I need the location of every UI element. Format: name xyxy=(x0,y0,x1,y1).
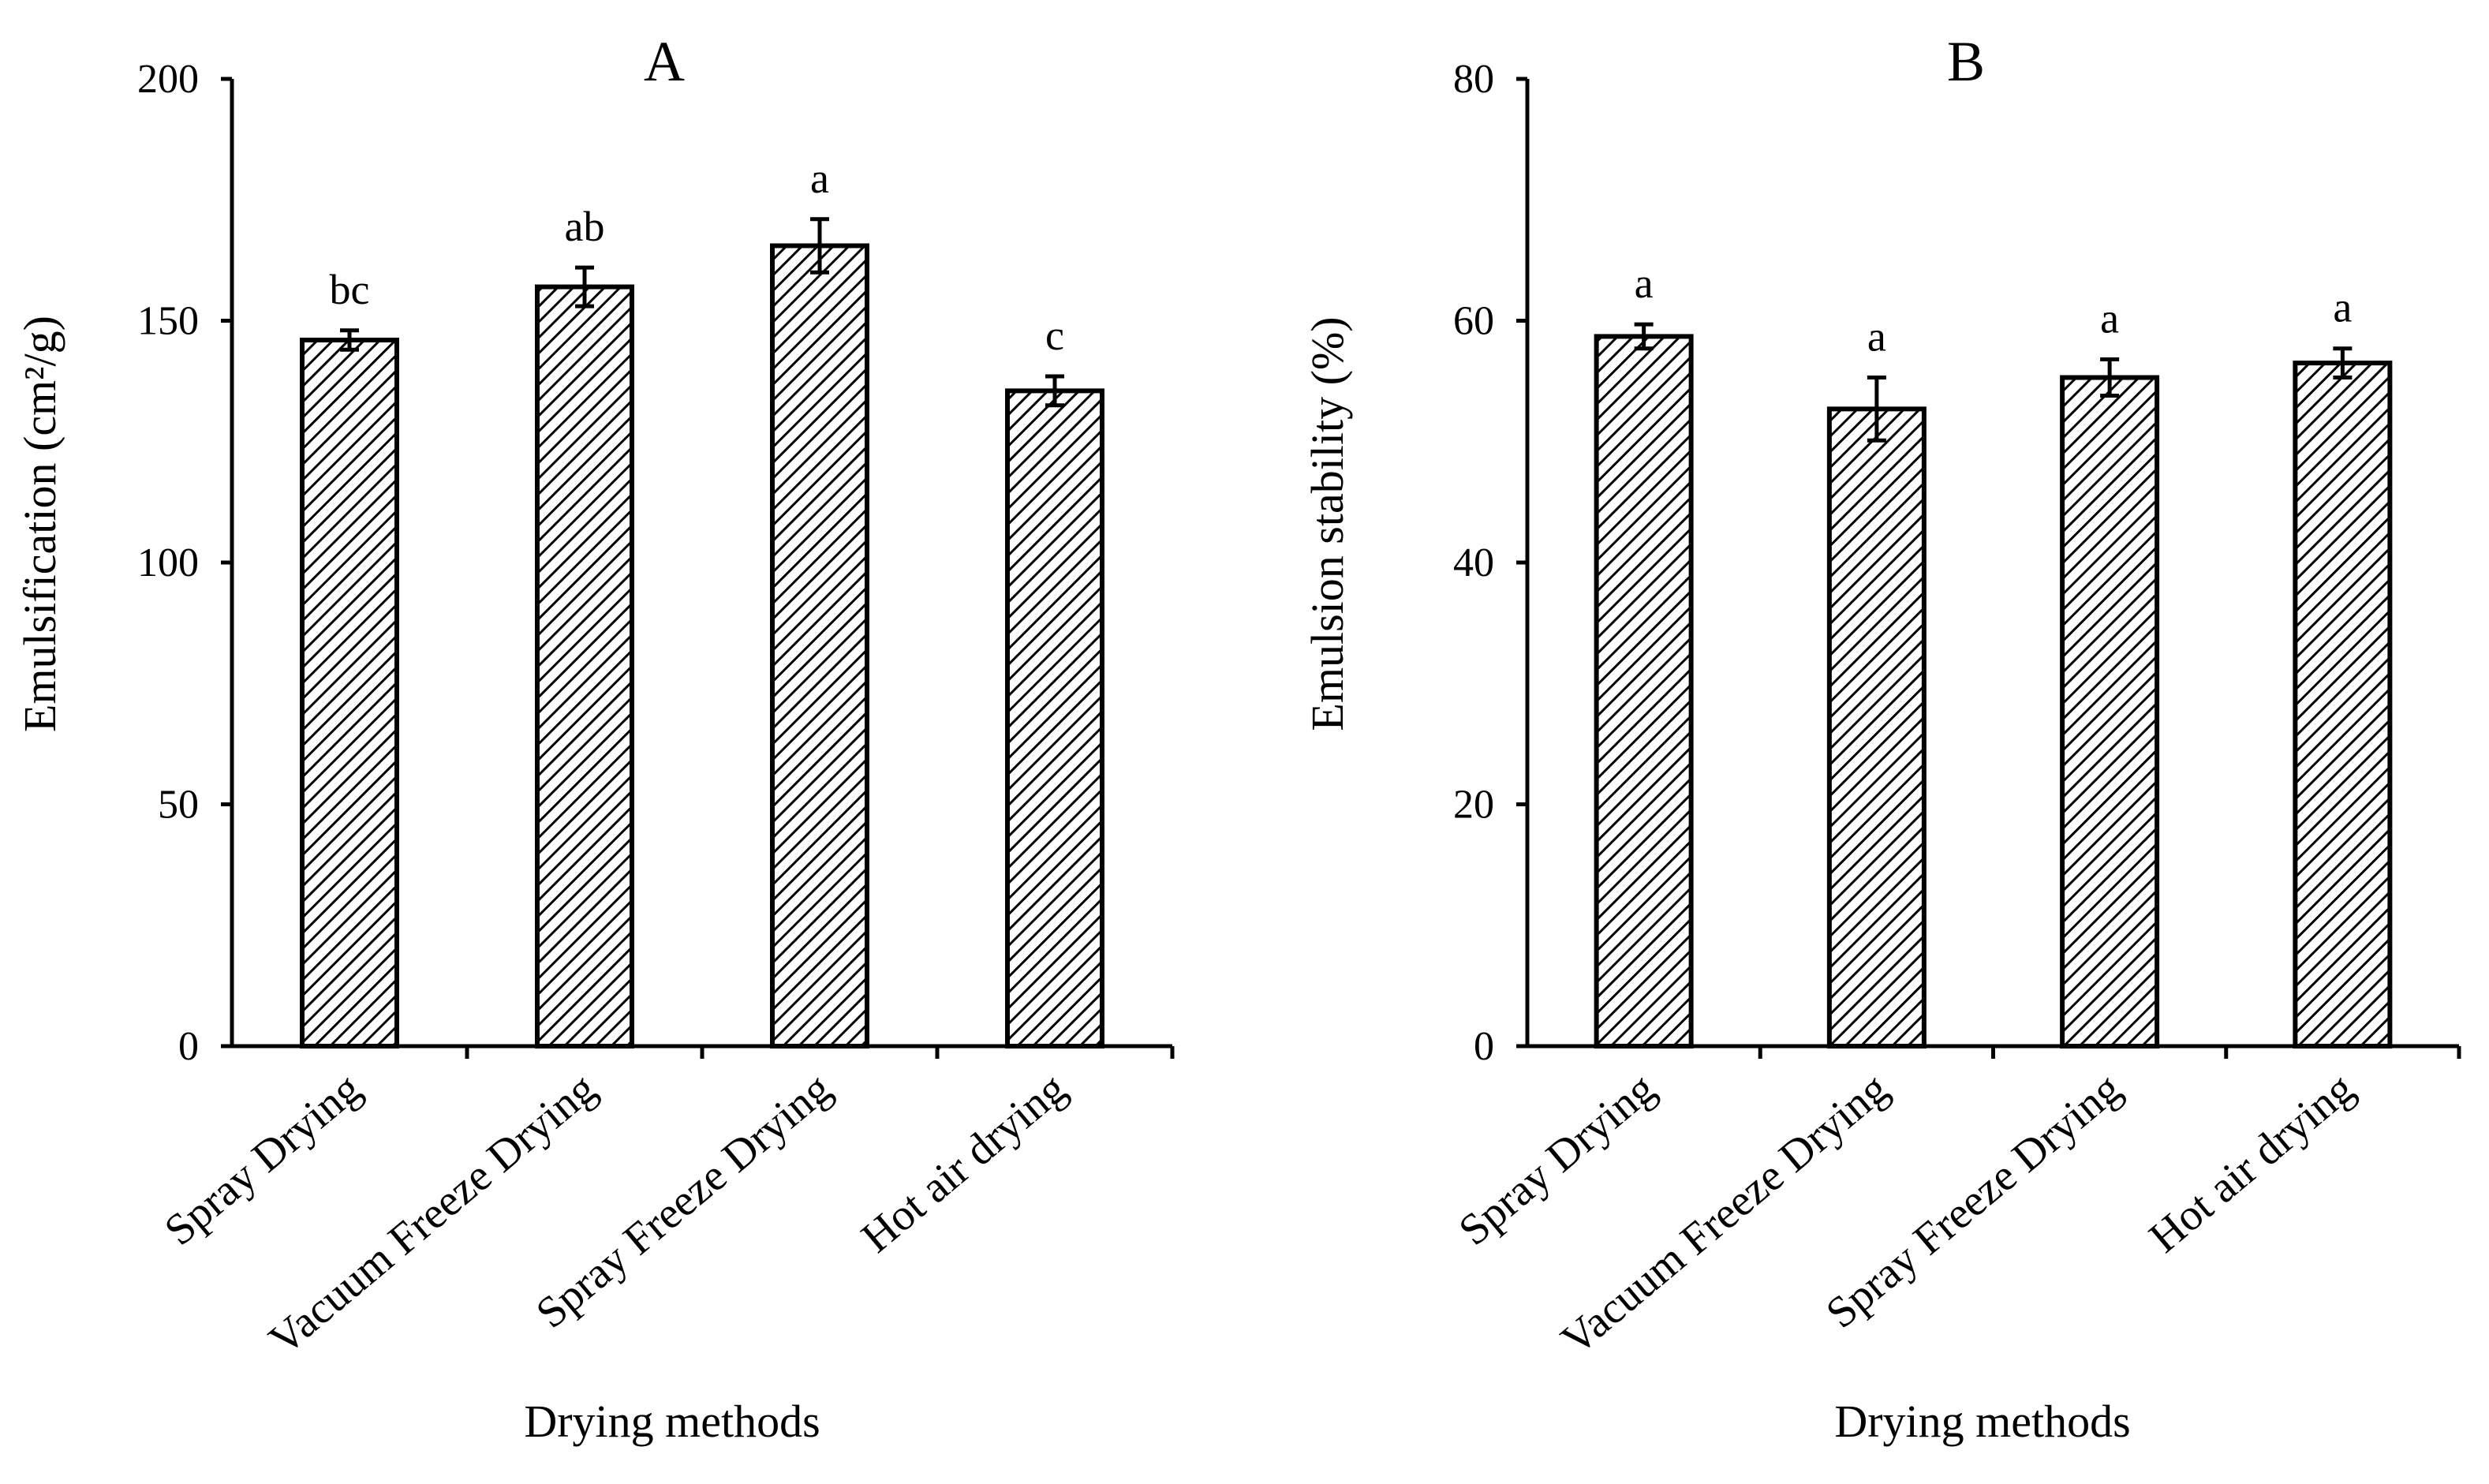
bars xyxy=(300,243,1104,1049)
category-label: Spray Drying xyxy=(1450,1063,1665,1254)
axes xyxy=(230,79,1172,1049)
y-axis-title: Emulsification (cm²/g) xyxy=(14,316,65,732)
significance-label: ab xyxy=(565,203,605,250)
error-bars xyxy=(1634,322,2353,443)
y-tick-label: 50 xyxy=(158,783,199,828)
panel-title: A xyxy=(644,30,685,93)
y-tick-label: 150 xyxy=(137,299,199,344)
significance-labels: a a a a xyxy=(1635,260,2353,360)
significance-label: a xyxy=(2100,295,2119,342)
y-tick-label: 200 xyxy=(137,57,199,102)
y-axis-ticks: 0 50 100 150 200 xyxy=(137,57,232,1069)
category-label: Hot air drying xyxy=(2140,1063,2364,1262)
significance-label: a xyxy=(1635,260,1654,307)
category-label: Hot air drying xyxy=(852,1063,1075,1262)
category-label: Spray Drying xyxy=(155,1063,370,1254)
bar xyxy=(300,338,399,1049)
y-axis-title: Emulsion stability (%) xyxy=(1302,316,1353,731)
bar xyxy=(1594,334,1694,1049)
y-tick-label: 0 xyxy=(1474,1024,1494,1069)
significance-label: bc xyxy=(330,266,370,313)
significance-label: c xyxy=(1045,312,1064,359)
bar xyxy=(1826,406,1927,1049)
bars xyxy=(1594,334,2393,1049)
x-axis-title: Drying methods xyxy=(524,1396,820,1447)
y-tick-label: 20 xyxy=(1453,783,1494,828)
y-tick-label: 80 xyxy=(1453,57,1494,102)
panel-a: A Emulsification (cm²/g) Drying methods … xyxy=(14,30,1175,1447)
bar xyxy=(770,243,869,1049)
x-axis-ticks xyxy=(465,1046,1175,1059)
bar xyxy=(535,284,634,1049)
y-tick-label: 0 xyxy=(178,1024,199,1069)
x-axis-title: Drying methods xyxy=(1834,1396,2130,1447)
bar xyxy=(1005,388,1104,1049)
bar xyxy=(2060,375,2160,1049)
x-axis-ticks xyxy=(1758,1046,2461,1059)
y-axis-ticks: 0 20 40 60 80 xyxy=(1453,57,1527,1069)
bar xyxy=(2293,361,2393,1049)
panel-b: B Emulsion stability (%) Drying methods … xyxy=(1302,30,2461,1447)
significance-label: a xyxy=(810,155,829,202)
y-tick-label: 40 xyxy=(1453,540,1494,585)
error-bars xyxy=(340,217,1064,408)
y-tick-label: 100 xyxy=(137,540,199,585)
significance-label: a xyxy=(1867,313,1886,361)
axes xyxy=(1525,79,2459,1049)
y-tick-label: 60 xyxy=(1453,299,1494,344)
significance-label: a xyxy=(2333,284,2352,331)
panel-title: B xyxy=(1947,30,1985,93)
significance-labels: bc ab a c xyxy=(330,155,1064,359)
